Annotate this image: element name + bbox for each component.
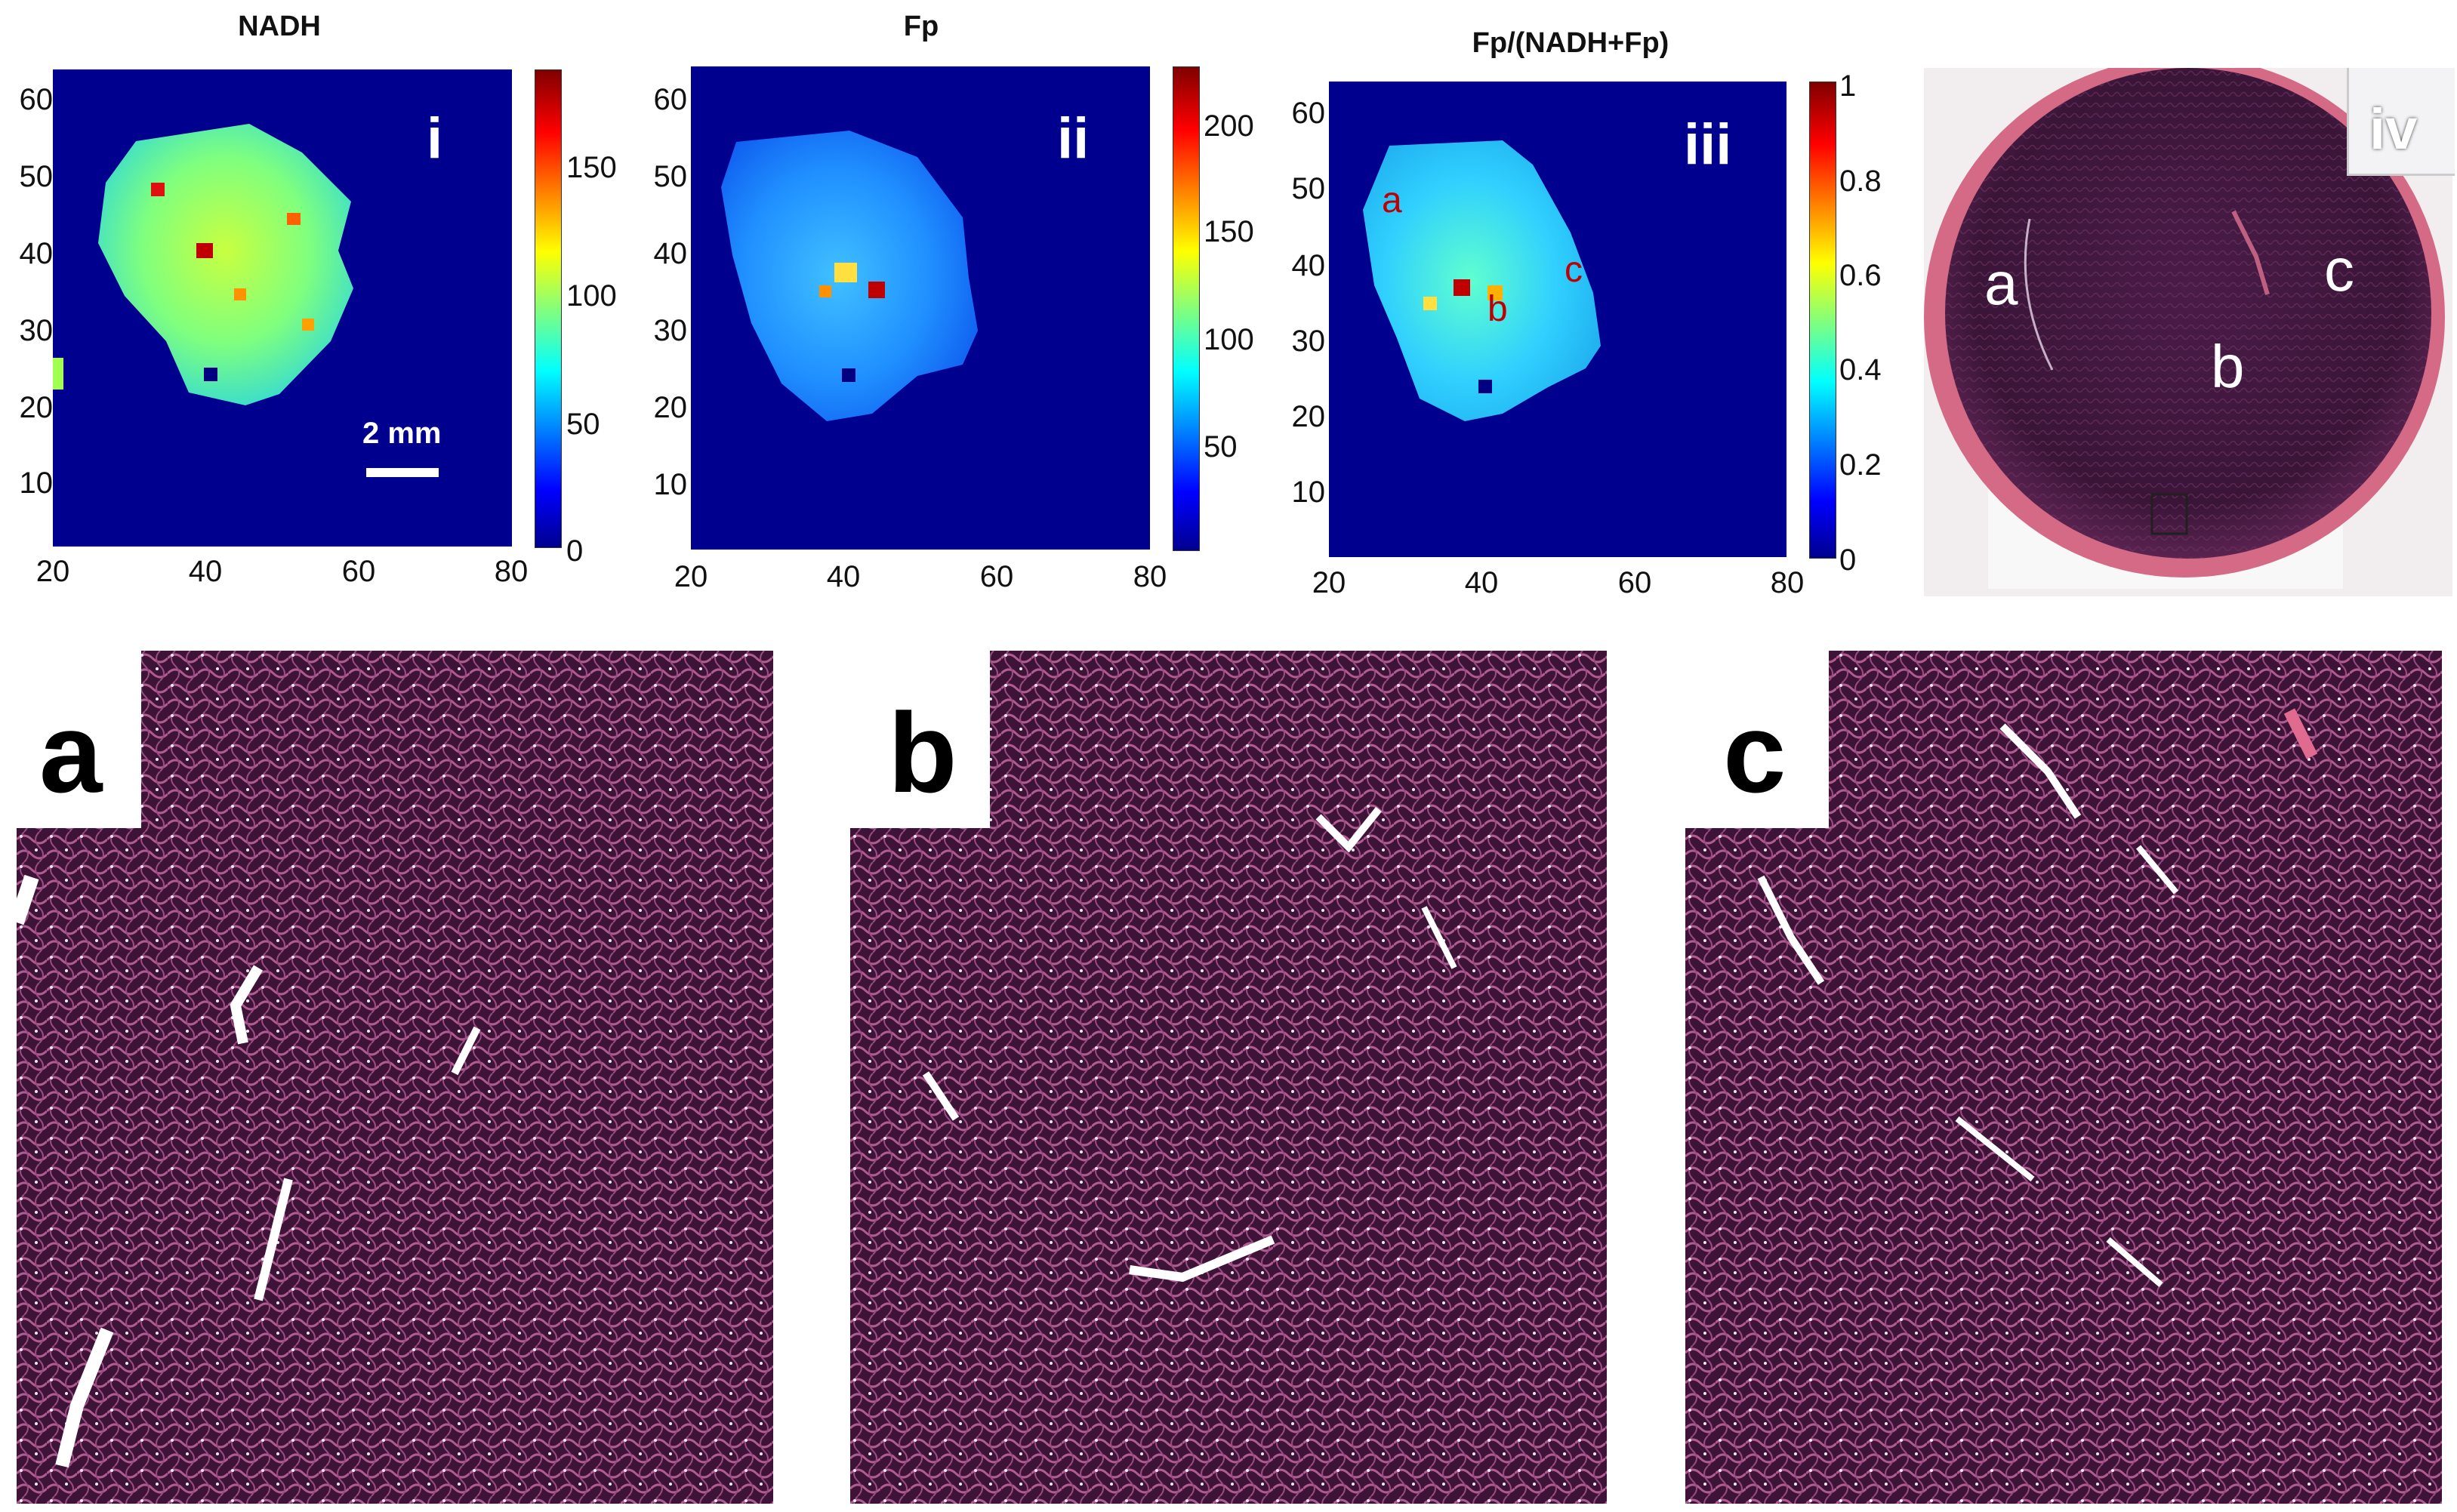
y-tick: 30 [19,314,54,347]
histology-closeup-b: b [850,651,1607,1504]
x-tick: 20 [1312,566,1346,599]
closeup-letter: a [39,689,103,816]
histology-overview: iv a b c [1924,57,2455,596]
histology-closeup-a: a [17,651,773,1504]
colorbar-tick: 1 [1839,69,1857,103]
colorbar-tick: 0.8 [1839,165,1882,198]
label-box [850,651,990,828]
panel-label: iv [2369,97,2418,162]
y-tick: 10 [1291,476,1326,509]
y-tick: 30 [1291,325,1326,358]
y-tick: 20 [1291,400,1326,433]
region-label-b: b [2211,333,2245,400]
label-box [1685,651,1829,828]
y-tick: 40 [1291,249,1326,282]
y-tick: 50 [653,160,688,193]
x-tick: 80 [494,555,529,588]
y-tick: 30 [653,314,688,347]
x-tick: 80 [1133,560,1167,593]
scale-bar [366,468,439,477]
y-tick: 20 [19,391,54,424]
colorbar-tick: 0.6 [1839,259,1882,292]
y-tick: 60 [19,83,54,116]
colorbar-tick: 50 [566,408,600,441]
region-label-a: a [1382,180,1402,220]
region-label-c: c [2324,236,2354,303]
colorbar [1809,82,1836,559]
colorbar-tick: 150 [566,151,617,184]
colorbar-tick: 0 [1839,544,1857,577]
colorbar-tick: 50 [1204,430,1238,463]
x-tick: 40 [1464,566,1499,599]
colorbar-tick: 100 [566,279,617,313]
colorbar-tick: 0.4 [1839,353,1882,386]
histology-closeup-c: c [1685,651,2442,1504]
inset-frame [2347,68,2455,176]
colorbar-tick: 0.2 [1839,448,1882,482]
y-tick: 60 [1291,97,1326,130]
x-tick: 40 [188,555,223,588]
tissue-section-image [1924,57,2452,596]
x-tick: 60 [1617,566,1652,599]
region-label-a: a [1984,250,2018,317]
x-tick: 80 [1770,566,1805,599]
panel-label: i [427,106,443,171]
y-tick: 50 [19,160,54,193]
y-tick: 10 [653,468,688,501]
colorbar-tick: 200 [1204,109,1254,143]
scale-bar-label: 2 mm [362,417,442,450]
y-tick: 10 [19,467,54,500]
plot-title: NADH [238,11,321,42]
region-label-c: c [1565,250,1583,290]
y-tick: 20 [653,391,688,424]
colorbar-tick: 150 [1204,215,1254,248]
colorbar [535,69,562,548]
y-tick: 40 [653,237,688,270]
heatmap-fp [691,66,1150,550]
heatmap-nadh [53,69,512,547]
x-tick: 60 [341,555,376,588]
panel-label: ii [1057,106,1090,171]
x-tick: 20 [35,555,70,588]
closeup-letter: c [1723,689,1786,816]
x-tick: 40 [826,560,861,593]
colorbar-tick: 0 [566,534,584,568]
colorbar-tick: 100 [1204,323,1254,356]
tissue-closeup-image [17,651,773,1504]
closeup-letter: b [888,689,957,816]
plot-title: Fp [903,11,939,42]
y-tick: 60 [653,83,688,116]
y-tick: 50 [1291,172,1326,205]
y-tick: 40 [19,237,54,270]
x-tick: 20 [674,560,708,593]
x-tick: 60 [979,560,1014,593]
colorbar [1173,66,1200,551]
region-label-b: b [1487,289,1508,329]
panel-label: iii [1684,112,1732,177]
heatmap-redox-ratio [1329,82,1786,557]
plot-title: Fp/(NADH+Fp) [1472,27,1669,59]
label-box [17,651,141,828]
